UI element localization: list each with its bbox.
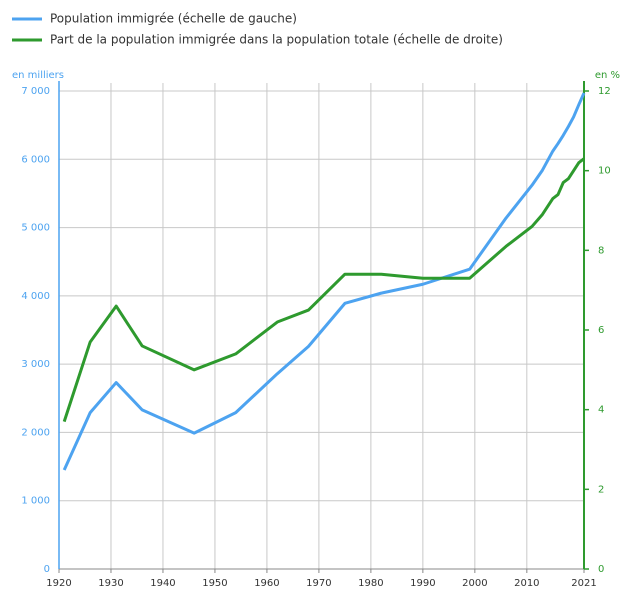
x-tick-label: 1970 (306, 578, 331, 589)
y2-tick-label: 10 (598, 166, 611, 177)
x-tick-label: 1950 (202, 578, 227, 589)
x-tick-label: 1930 (98, 578, 123, 589)
x-tick-label: 1920 (46, 578, 71, 589)
y-tick-label: 3 000 (21, 359, 50, 370)
y2-tick-label: 8 (598, 245, 604, 256)
y2-tick-label: 12 (598, 86, 611, 97)
y-tick-label: 4 000 (21, 291, 50, 302)
x-tick-label: 2021 (571, 578, 596, 589)
legend-label: Part de la population immigrée dans la p… (50, 33, 503, 47)
y-tick-label: 6 000 (21, 154, 50, 165)
line-series (62, 157, 585, 423)
y-tick-label: 2 000 (21, 427, 50, 438)
x-tick-label: 2000 (462, 578, 487, 589)
y2-axis-label: en % (595, 70, 620, 81)
y2-tick-label: 0 (598, 564, 604, 575)
x-tick-label: 2010 (514, 578, 539, 589)
line-series (62, 92, 586, 471)
y-tick-label: 7 000 (21, 86, 50, 97)
y-tick-label: 1 000 (21, 496, 50, 507)
y-tick-label: 5 000 (21, 223, 50, 234)
y2-tick-label: 4 (598, 405, 604, 416)
x-tick-label: 1980 (358, 578, 383, 589)
y-tick-label: 0 (44, 564, 50, 575)
legend-label: Population immigrée (échelle de gauche) (50, 12, 297, 26)
y2-tick-label: 6 (598, 325, 604, 336)
y-axis-label: en milliers (12, 70, 64, 81)
x-tick-label: 1940 (150, 578, 175, 589)
y2-tick-label: 2 (598, 484, 604, 495)
x-tick-label: 1960 (254, 578, 279, 589)
x-tick-label: 1990 (410, 578, 435, 589)
